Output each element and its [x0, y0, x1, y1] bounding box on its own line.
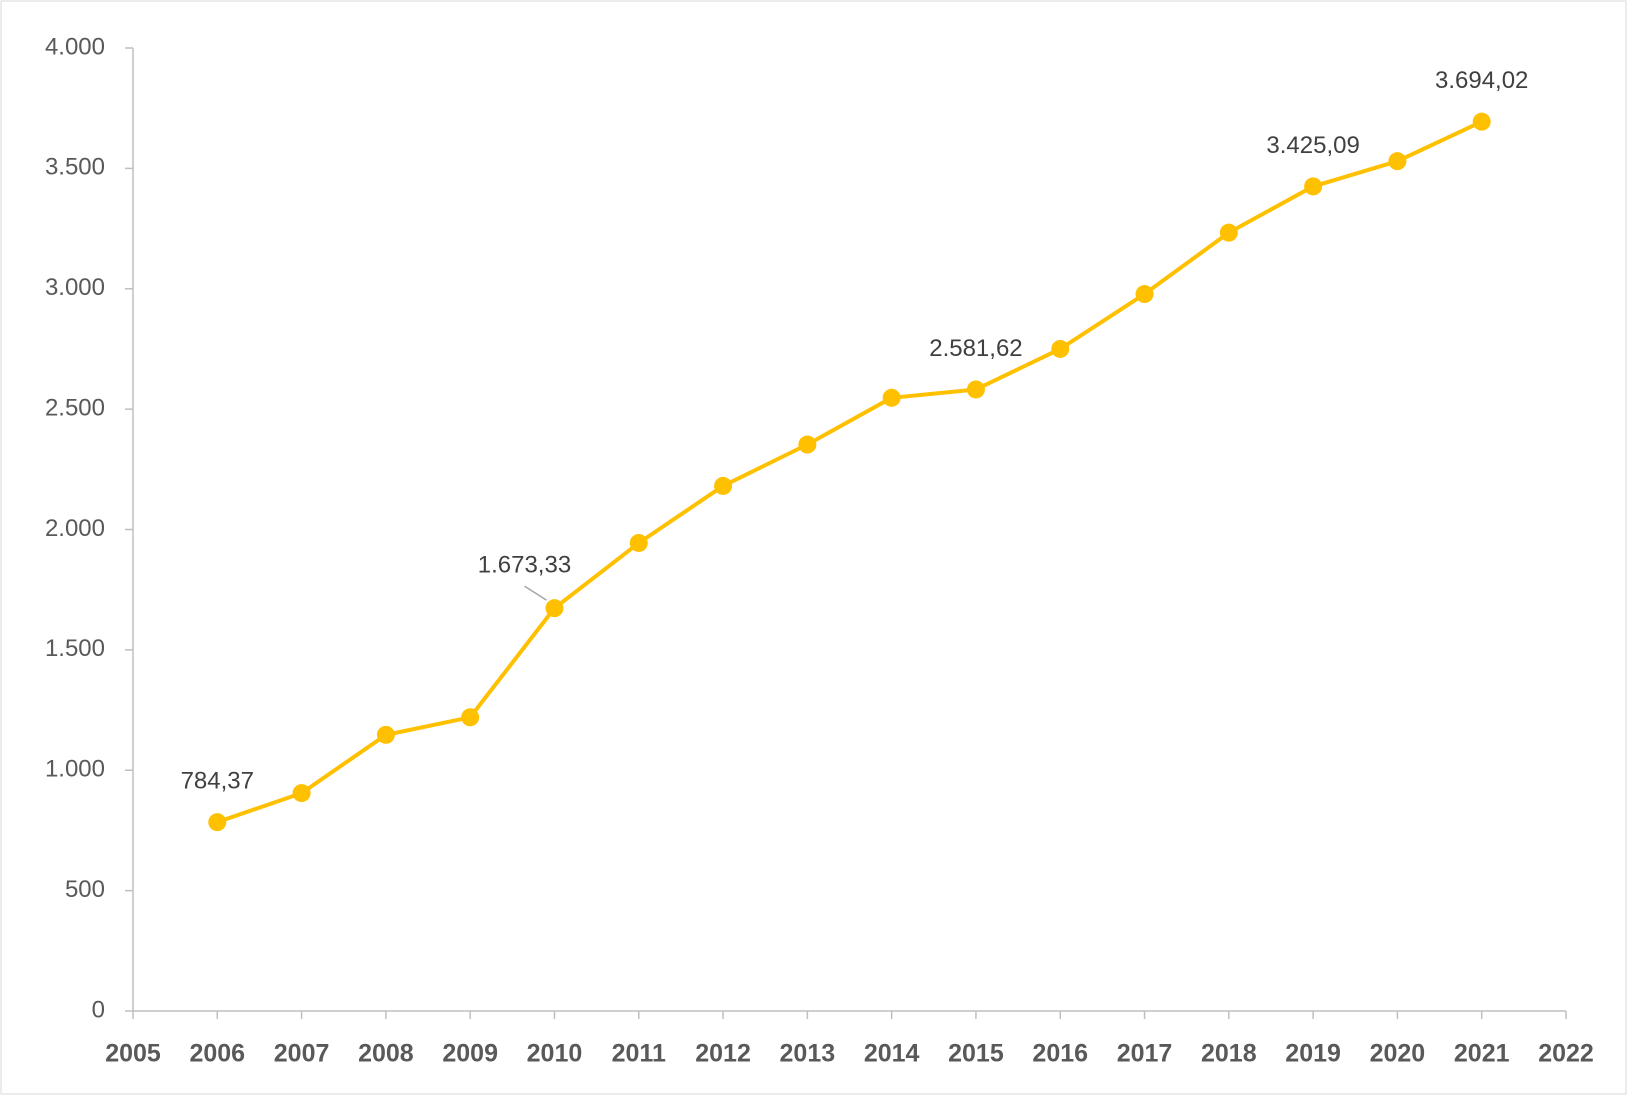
data-point: [798, 435, 817, 454]
data-point: [208, 813, 227, 832]
y-tick-label: 2.500: [45, 394, 105, 421]
data-point: [1219, 223, 1238, 242]
x-tick-label: 2006: [189, 1040, 245, 1068]
data-label: 3.425,09: [1266, 132, 1359, 159]
x-tick-label: 2015: [948, 1040, 1004, 1068]
data-point: [1135, 285, 1154, 304]
x-tick-label: 2011: [612, 1040, 666, 1068]
data-point: [1051, 339, 1070, 358]
x-tick-label: 2008: [358, 1040, 414, 1068]
data-point: [629, 533, 648, 552]
x-tick-label: 2020: [1370, 1040, 1426, 1068]
y-tick-label: 0: [92, 996, 105, 1023]
y-tick-label: 1.500: [45, 635, 105, 662]
x-tick-label: 2005: [105, 1040, 161, 1068]
y-tick-label: 500: [65, 876, 105, 903]
x-tick-label: 2016: [1032, 1040, 1088, 1068]
data-label: 3.694,02: [1435, 67, 1528, 94]
data-label: 2.581,62: [929, 335, 1022, 362]
x-tick-label: 2021: [1454, 1040, 1510, 1068]
data-label: 784,37: [181, 768, 254, 795]
data-point: [1388, 152, 1407, 171]
y-tick-label: 3.500: [45, 154, 105, 181]
y-tick-label: 4.000: [45, 33, 105, 60]
x-tick-label: 2012: [695, 1040, 751, 1068]
x-tick-label: 2017: [1117, 1040, 1173, 1068]
data-point: [545, 599, 564, 618]
y-tick-label: 2.000: [45, 515, 105, 542]
y-tick-label: 1.000: [45, 756, 105, 783]
data-point: [461, 708, 480, 727]
y-tick-label: 3.000: [45, 274, 105, 301]
label-leader: [524, 585, 547, 601]
x-tick-label: 2014: [864, 1040, 920, 1068]
x-tick-label: 2013: [780, 1040, 836, 1068]
data-point: [882, 388, 901, 407]
x-tick-label: 2010: [527, 1040, 583, 1068]
data-point: [714, 476, 733, 495]
data-point: [966, 380, 985, 399]
x-tick-label: 2007: [274, 1040, 330, 1068]
data-point: [1304, 177, 1323, 196]
x-tick-label: 2019: [1285, 1040, 1341, 1068]
data-point: [292, 784, 311, 803]
x-tick-label: 2018: [1201, 1040, 1257, 1068]
data-point: [376, 725, 395, 744]
data-label: 1.673,33: [478, 551, 571, 578]
data-point: [1472, 112, 1491, 131]
data-line: [216, 119, 1483, 825]
x-tick-label: 2009: [442, 1040, 498, 1068]
x-tick-label: 2022: [1538, 1040, 1594, 1068]
